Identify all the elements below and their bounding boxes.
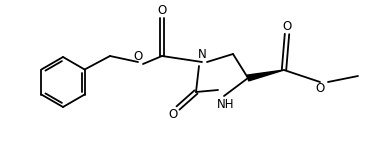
Polygon shape <box>248 70 284 81</box>
Text: O: O <box>133 51 142 64</box>
Text: O: O <box>316 82 325 94</box>
Text: O: O <box>168 108 178 122</box>
Text: NH: NH <box>217 98 235 111</box>
Text: O: O <box>282 20 291 34</box>
Text: O: O <box>157 4 167 18</box>
Text: N: N <box>197 49 206 61</box>
